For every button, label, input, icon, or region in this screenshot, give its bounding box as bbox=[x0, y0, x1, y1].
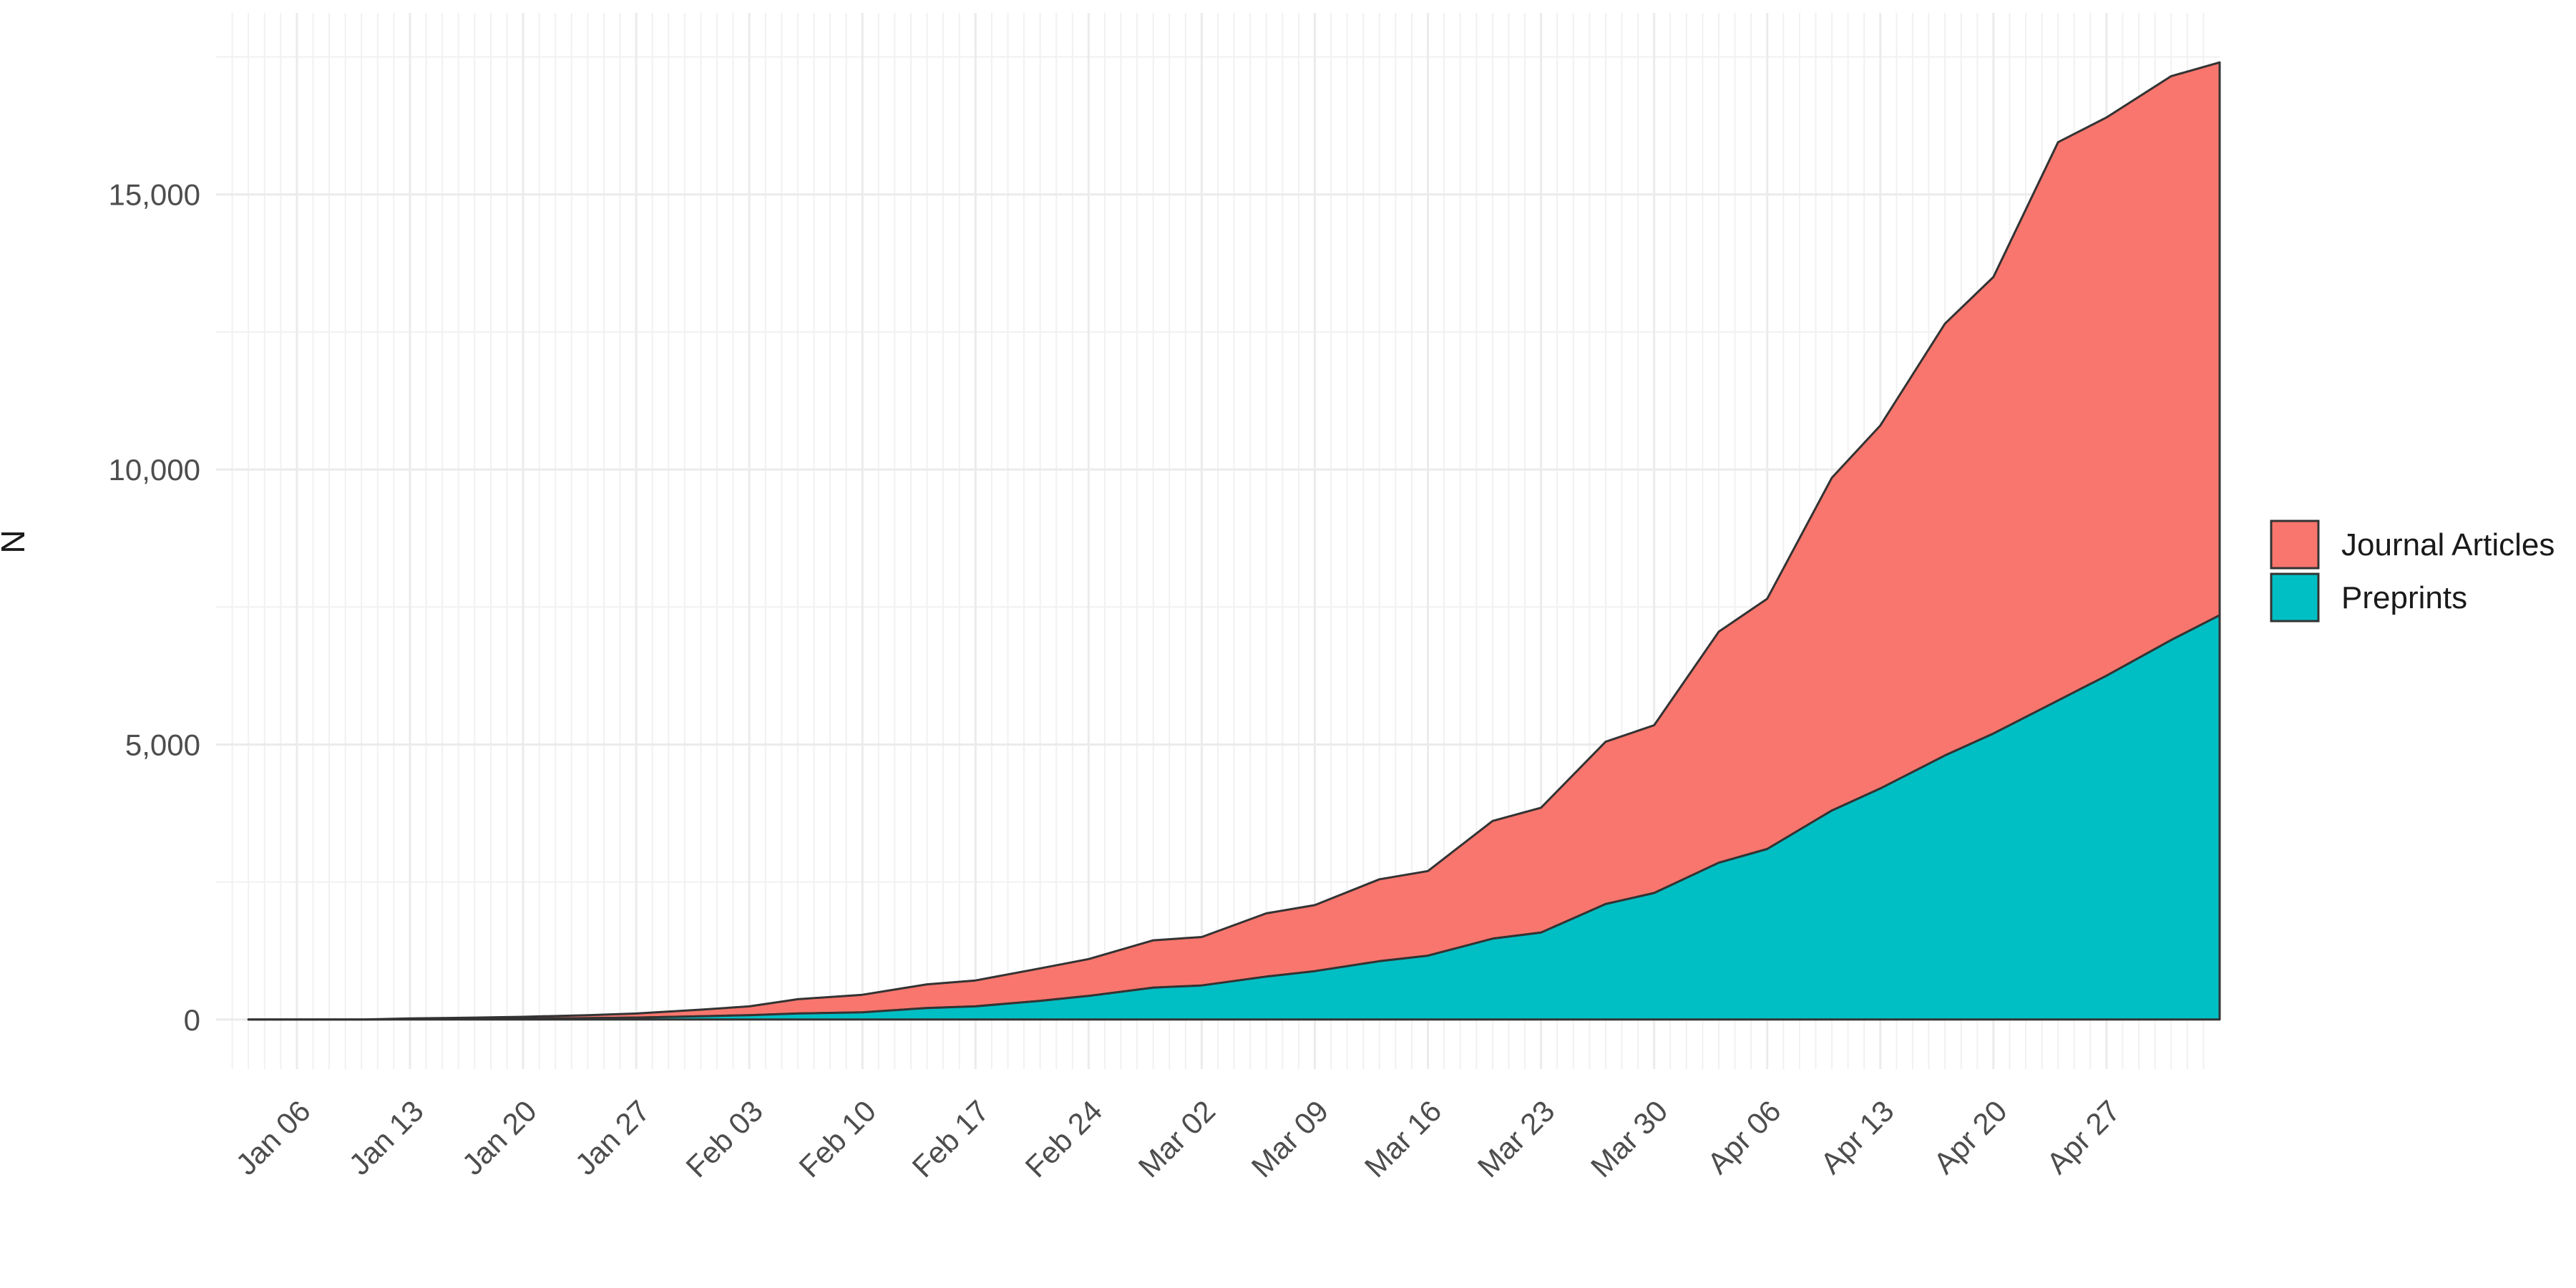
y-axis-tick-labels: 0 5,000 10,000 15,000 bbox=[109, 178, 200, 1037]
x-tick-label: Mar 02 bbox=[1132, 1094, 1222, 1184]
x-tick-label: Jan 06 bbox=[229, 1094, 316, 1181]
x-tick-label: Apr 13 bbox=[1814, 1094, 1901, 1181]
x-tick-label: Mar 16 bbox=[1358, 1094, 1448, 1184]
x-tick-label: Apr 06 bbox=[1701, 1094, 1787, 1181]
x-tick-label: Feb 10 bbox=[792, 1094, 882, 1184]
y-tick-label: 15,000 bbox=[109, 178, 200, 212]
x-tick-label: Mar 09 bbox=[1245, 1094, 1335, 1184]
legend-swatch-journal-articles bbox=[2270, 519, 2320, 570]
x-axis-tick-labels: Jan 06 Jan 13 Jan 20 Jan 27 Feb 03 Feb 10 Feb … bbox=[229, 1094, 2126, 1184]
y-tick-label: 5,000 bbox=[125, 728, 200, 761]
legend-swatch-preprints bbox=[2270, 572, 2320, 623]
y-tick-label: 0 bbox=[184, 1003, 200, 1037]
x-tick-label: Mar 30 bbox=[1584, 1094, 1674, 1184]
y-tick-label: 10,000 bbox=[109, 453, 200, 487]
y-axis-title: N bbox=[0, 530, 31, 553]
x-tick-label: Apr 20 bbox=[1927, 1094, 2014, 1181]
area-layers bbox=[247, 61, 2221, 1021]
x-tick-label: Feb 24 bbox=[1019, 1094, 1109, 1184]
x-tick-label: Jan 13 bbox=[342, 1094, 429, 1181]
x-tick-label: Jan 27 bbox=[569, 1094, 656, 1181]
legend: Journal Articles Preprints bbox=[2270, 519, 2555, 623]
x-tick-label: Mar 23 bbox=[1471, 1094, 1561, 1184]
legend-label-journal-articles: Journal Articles bbox=[2341, 527, 2555, 562]
x-tick-label: Feb 17 bbox=[905, 1094, 995, 1184]
x-tick-label: Jan 20 bbox=[455, 1094, 542, 1181]
area-preprints bbox=[247, 614, 2221, 1021]
legend-label-preprints: Preprints bbox=[2341, 580, 2467, 615]
x-tick-label: Feb 03 bbox=[679, 1094, 769, 1184]
x-tick-label: Apr 27 bbox=[2040, 1094, 2127, 1181]
